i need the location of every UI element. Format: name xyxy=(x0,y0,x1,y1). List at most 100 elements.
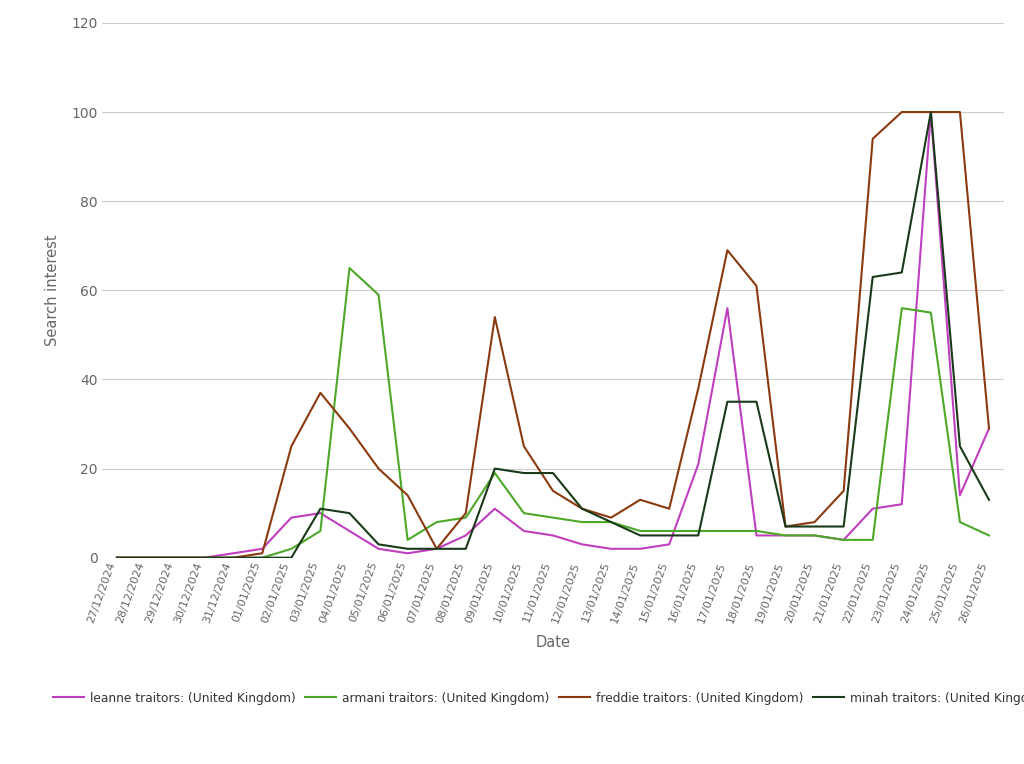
Y-axis label: Search interest: Search interest xyxy=(45,235,60,346)
armani traitors: (United Kingdom): (25, 4): (United Kingdom): (25, 4) xyxy=(838,536,850,545)
freddie traitors: (United Kingdom): (12, 10): (United Kingdom): (12, 10) xyxy=(460,509,472,518)
freddie traitors: (United Kingdom): (29, 100): (United Kingdom): (29, 100) xyxy=(953,108,966,117)
minah traitors: (United Kingdom): (8, 10): (United Kingdom): (8, 10) xyxy=(343,509,355,518)
freddie traitors: (United Kingdom): (30, 29): (United Kingdom): (30, 29) xyxy=(983,424,995,433)
freddie traitors: (United Kingdom): (24, 8): (United Kingdom): (24, 8) xyxy=(808,517,820,526)
leanne traitors: (United Kingdom): (11, 2): (United Kingdom): (11, 2) xyxy=(430,544,442,553)
freddie traitors: (United Kingdom): (4, 0): (United Kingdom): (4, 0) xyxy=(227,553,240,562)
freddie traitors: (United Kingdom): (10, 14): (United Kingdom): (10, 14) xyxy=(401,490,414,500)
minah traitors: (United Kingdom): (5, 0): (United Kingdom): (5, 0) xyxy=(256,553,268,562)
freddie traitors: (United Kingdom): (23, 7): (United Kingdom): (23, 7) xyxy=(779,522,792,531)
leanne traitors: (United Kingdom): (14, 6): (United Kingdom): (14, 6) xyxy=(518,526,530,536)
minah traitors: (United Kingdom): (14, 19): (United Kingdom): (14, 19) xyxy=(518,468,530,478)
armani traitors: (United Kingdom): (22, 6): (United Kingdom): (22, 6) xyxy=(751,526,763,536)
leanne traitors: (United Kingdom): (26, 11): (United Kingdom): (26, 11) xyxy=(866,504,879,513)
freddie traitors: (United Kingdom): (7, 37): (United Kingdom): (7, 37) xyxy=(314,388,327,397)
minah traitors: (United Kingdom): (7, 11): (United Kingdom): (7, 11) xyxy=(314,504,327,513)
freddie traitors: (United Kingdom): (1, 0): (United Kingdom): (1, 0) xyxy=(140,553,153,562)
freddie traitors: (United Kingdom): (13, 54): (United Kingdom): (13, 54) xyxy=(488,312,501,322)
armani traitors: (United Kingdom): (4, 0): (United Kingdom): (4, 0) xyxy=(227,553,240,562)
armani traitors: (United Kingdom): (18, 6): (United Kingdom): (18, 6) xyxy=(634,526,646,536)
leanne traitors: (United Kingdom): (6, 9): (United Kingdom): (6, 9) xyxy=(286,513,298,523)
leanne traitors: (United Kingdom): (22, 5): (United Kingdom): (22, 5) xyxy=(751,531,763,540)
armani traitors: (United Kingdom): (0, 0): (United Kingdom): (0, 0) xyxy=(111,553,123,562)
armani traitors: (United Kingdom): (10, 4): (United Kingdom): (10, 4) xyxy=(401,536,414,545)
armani traitors: (United Kingdom): (24, 5): (United Kingdom): (24, 5) xyxy=(808,531,820,540)
armani traitors: (United Kingdom): (11, 8): (United Kingdom): (11, 8) xyxy=(430,517,442,526)
leanne traitors: (United Kingdom): (1, 0): (United Kingdom): (1, 0) xyxy=(140,553,153,562)
armani traitors: (United Kingdom): (19, 6): (United Kingdom): (19, 6) xyxy=(664,526,676,536)
minah traitors: (United Kingdom): (2, 0): (United Kingdom): (2, 0) xyxy=(169,553,181,562)
leanne traitors: (United Kingdom): (20, 21): (United Kingdom): (20, 21) xyxy=(692,459,705,468)
armani traitors: (United Kingdom): (28, 55): (United Kingdom): (28, 55) xyxy=(925,308,937,317)
freddie traitors: (United Kingdom): (19, 11): (United Kingdom): (19, 11) xyxy=(664,504,676,513)
leanne traitors: (United Kingdom): (12, 5): (United Kingdom): (12, 5) xyxy=(460,531,472,540)
freddie traitors: (United Kingdom): (3, 0): (United Kingdom): (3, 0) xyxy=(198,553,210,562)
freddie traitors: (United Kingdom): (27, 100): (United Kingdom): (27, 100) xyxy=(896,108,908,117)
leanne traitors: (United Kingdom): (13, 11): (United Kingdom): (13, 11) xyxy=(488,504,501,513)
minah traitors: (United Kingdom): (0, 0): (United Kingdom): (0, 0) xyxy=(111,553,123,562)
minah traitors: (United Kingdom): (4, 0): (United Kingdom): (4, 0) xyxy=(227,553,240,562)
leanne traitors: (United Kingdom): (18, 2): (United Kingdom): (18, 2) xyxy=(634,544,646,553)
freddie traitors: (United Kingdom): (21, 69): (United Kingdom): (21, 69) xyxy=(721,246,733,255)
leanne traitors: (United Kingdom): (0, 0): (United Kingdom): (0, 0) xyxy=(111,553,123,562)
freddie traitors: (United Kingdom): (20, 38): (United Kingdom): (20, 38) xyxy=(692,384,705,393)
armani traitors: (United Kingdom): (7, 6): (United Kingdom): (7, 6) xyxy=(314,526,327,536)
freddie traitors: (United Kingdom): (0, 0): (United Kingdom): (0, 0) xyxy=(111,553,123,562)
minah traitors: (United Kingdom): (23, 7): (United Kingdom): (23, 7) xyxy=(779,522,792,531)
armani traitors: (United Kingdom): (6, 2): (United Kingdom): (6, 2) xyxy=(286,544,298,553)
minah traitors: (United Kingdom): (16, 11): (United Kingdom): (16, 11) xyxy=(575,504,588,513)
armani traitors: (United Kingdom): (21, 6): (United Kingdom): (21, 6) xyxy=(721,526,733,536)
freddie traitors: (United Kingdom): (28, 100): (United Kingdom): (28, 100) xyxy=(925,108,937,117)
minah traitors: (United Kingdom): (25, 7): (United Kingdom): (25, 7) xyxy=(838,522,850,531)
Legend: leanne traitors: (United Kingdom), armani traitors: (United Kingdom), freddie tr: leanne traitors: (United Kingdom), arman… xyxy=(48,687,1024,710)
minah traitors: (United Kingdom): (22, 35): (United Kingdom): (22, 35) xyxy=(751,397,763,406)
leanne traitors: (United Kingdom): (28, 100): (United Kingdom): (28, 100) xyxy=(925,108,937,117)
armani traitors: (United Kingdom): (12, 9): (United Kingdom): (12, 9) xyxy=(460,513,472,523)
leanne traitors: (United Kingdom): (3, 0): (United Kingdom): (3, 0) xyxy=(198,553,210,562)
minah traitors: (United Kingdom): (24, 7): (United Kingdom): (24, 7) xyxy=(808,522,820,531)
leanne traitors: (United Kingdom): (4, 1): (United Kingdom): (4, 1) xyxy=(227,549,240,558)
freddie traitors: (United Kingdom): (25, 15): (United Kingdom): (25, 15) xyxy=(838,486,850,495)
Line: minah traitors: (United Kingdom): minah traitors: (United Kingdom) xyxy=(117,112,989,558)
minah traitors: (United Kingdom): (11, 2): (United Kingdom): (11, 2) xyxy=(430,544,442,553)
minah traitors: (United Kingdom): (9, 3): (United Kingdom): (9, 3) xyxy=(373,539,385,549)
minah traitors: (United Kingdom): (29, 25): (United Kingdom): (29, 25) xyxy=(953,442,966,451)
minah traitors: (United Kingdom): (6, 0): (United Kingdom): (6, 0) xyxy=(286,553,298,562)
armani traitors: (United Kingdom): (5, 0): (United Kingdom): (5, 0) xyxy=(256,553,268,562)
freddie traitors: (United Kingdom): (9, 20): (United Kingdom): (9, 20) xyxy=(373,464,385,473)
X-axis label: Date: Date xyxy=(536,636,570,650)
leanne traitors: (United Kingdom): (10, 1): (United Kingdom): (10, 1) xyxy=(401,549,414,558)
armani traitors: (United Kingdom): (20, 6): (United Kingdom): (20, 6) xyxy=(692,526,705,536)
Line: armani traitors: (United Kingdom): armani traitors: (United Kingdom) xyxy=(117,268,989,558)
freddie traitors: (United Kingdom): (16, 11): (United Kingdom): (16, 11) xyxy=(575,504,588,513)
leanne traitors: (United Kingdom): (29, 14): (United Kingdom): (29, 14) xyxy=(953,490,966,500)
freddie traitors: (United Kingdom): (5, 1): (United Kingdom): (5, 1) xyxy=(256,549,268,558)
freddie traitors: (United Kingdom): (18, 13): (United Kingdom): (18, 13) xyxy=(634,495,646,504)
minah traitors: (United Kingdom): (20, 5): (United Kingdom): (20, 5) xyxy=(692,531,705,540)
minah traitors: (United Kingdom): (3, 0): (United Kingdom): (3, 0) xyxy=(198,553,210,562)
minah traitors: (United Kingdom): (17, 8): (United Kingdom): (17, 8) xyxy=(605,517,617,526)
leanne traitors: (United Kingdom): (24, 5): (United Kingdom): (24, 5) xyxy=(808,531,820,540)
armani traitors: (United Kingdom): (29, 8): (United Kingdom): (29, 8) xyxy=(953,517,966,526)
minah traitors: (United Kingdom): (18, 5): (United Kingdom): (18, 5) xyxy=(634,531,646,540)
armani traitors: (United Kingdom): (23, 5): (United Kingdom): (23, 5) xyxy=(779,531,792,540)
armani traitors: (United Kingdom): (14, 10): (United Kingdom): (14, 10) xyxy=(518,509,530,518)
leanne traitors: (United Kingdom): (21, 56): (United Kingdom): (21, 56) xyxy=(721,303,733,312)
minah traitors: (United Kingdom): (21, 35): (United Kingdom): (21, 35) xyxy=(721,397,733,406)
leanne traitors: (United Kingdom): (25, 4): (United Kingdom): (25, 4) xyxy=(838,536,850,545)
minah traitors: (United Kingdom): (19, 5): (United Kingdom): (19, 5) xyxy=(664,531,676,540)
minah traitors: (United Kingdom): (28, 100): (United Kingdom): (28, 100) xyxy=(925,108,937,117)
leanne traitors: (United Kingdom): (7, 10): (United Kingdom): (7, 10) xyxy=(314,509,327,518)
minah traitors: (United Kingdom): (15, 19): (United Kingdom): (15, 19) xyxy=(547,468,559,478)
armani traitors: (United Kingdom): (15, 9): (United Kingdom): (15, 9) xyxy=(547,513,559,523)
leanne traitors: (United Kingdom): (16, 3): (United Kingdom): (16, 3) xyxy=(575,539,588,549)
armani traitors: (United Kingdom): (16, 8): (United Kingdom): (16, 8) xyxy=(575,517,588,526)
freddie traitors: (United Kingdom): (14, 25): (United Kingdom): (14, 25) xyxy=(518,442,530,451)
leanne traitors: (United Kingdom): (23, 5): (United Kingdom): (23, 5) xyxy=(779,531,792,540)
leanne traitors: (United Kingdom): (8, 6): (United Kingdom): (8, 6) xyxy=(343,526,355,536)
freddie traitors: (United Kingdom): (17, 9): (United Kingdom): (17, 9) xyxy=(605,513,617,523)
freddie traitors: (United Kingdom): (6, 25): (United Kingdom): (6, 25) xyxy=(286,442,298,451)
minah traitors: (United Kingdom): (26, 63): (United Kingdom): (26, 63) xyxy=(866,273,879,282)
freddie traitors: (United Kingdom): (8, 29): (United Kingdom): (8, 29) xyxy=(343,424,355,433)
